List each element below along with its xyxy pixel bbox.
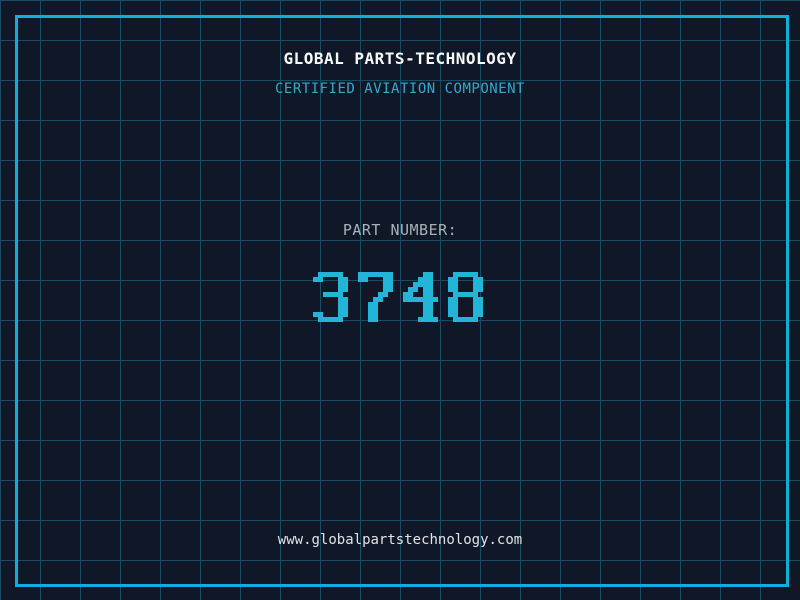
company-name: GLOBAL PARTS-TECHNOLOGY [283,49,517,68]
certification-tagline: CERTIFIED AVIATION COMPONENT [274,81,525,97]
part-number-digit [447,272,488,322]
part-number-label: PART NUMBER: [342,221,458,239]
part-number-digit [402,272,443,322]
part-number-digit [357,272,398,322]
part-number-display [0,272,800,322]
frame-border [15,15,789,587]
website-url: www.globalpartstechnology.com [277,532,523,548]
part-number-digit [312,272,353,322]
